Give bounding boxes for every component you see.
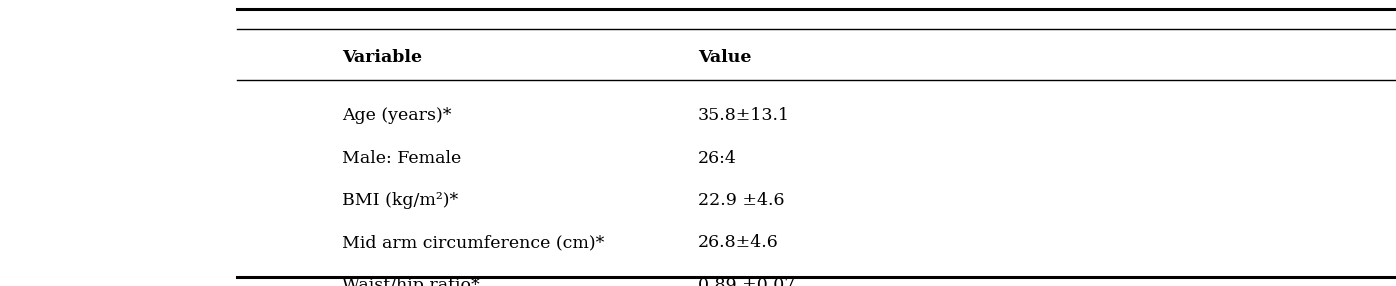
Text: Variable: Variable xyxy=(342,49,422,66)
Text: BMI (kg/m²)*: BMI (kg/m²)* xyxy=(342,192,458,209)
Text: 26.8±4.6: 26.8±4.6 xyxy=(698,234,779,251)
Text: Waist/hip ratio*: Waist/hip ratio* xyxy=(342,277,480,286)
Text: Value: Value xyxy=(698,49,751,66)
Text: 22.9 ±4.6: 22.9 ±4.6 xyxy=(698,192,785,209)
Text: Mid arm circumference (cm)*: Mid arm circumference (cm)* xyxy=(342,234,604,251)
Text: 26:4: 26:4 xyxy=(698,150,737,167)
Text: 0.89 ±0.07: 0.89 ±0.07 xyxy=(698,277,796,286)
Text: 35.8±13.1: 35.8±13.1 xyxy=(698,107,790,124)
Text: Age (years)*: Age (years)* xyxy=(342,107,451,124)
Text: Male: Female: Male: Female xyxy=(342,150,461,167)
